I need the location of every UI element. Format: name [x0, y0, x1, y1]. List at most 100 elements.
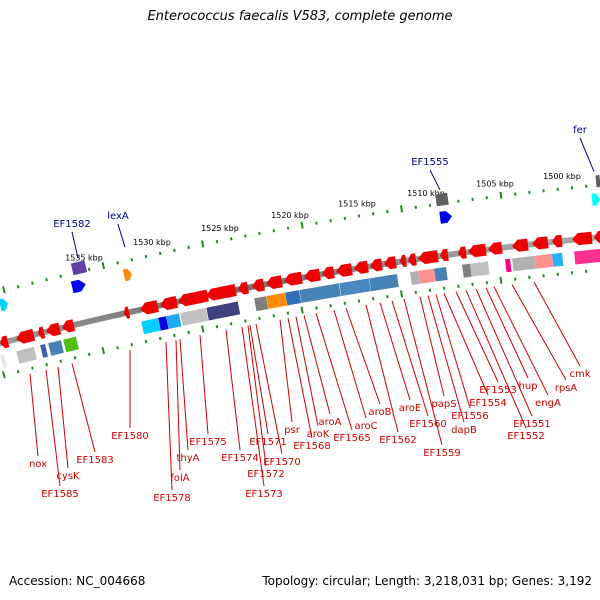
gene-label-fola: folA: [170, 473, 189, 484]
cog-block: [339, 278, 371, 297]
cog-block: [410, 270, 420, 285]
tick-mark-lower: [215, 324, 219, 329]
tick-mark-lower: [130, 342, 134, 347]
leader-line: [71, 231, 79, 259]
gene-label-lexa: lexA: [107, 211, 129, 222]
gene-label-rpsa: rpsA: [555, 383, 578, 394]
tick-mark-upper: [87, 267, 91, 272]
tick-mark-upper: [357, 214, 361, 218]
forward-gene: [304, 268, 321, 283]
forward-gene: [512, 238, 529, 252]
cog-block: [266, 292, 288, 309]
gene-label-ef1570: EF1570: [263, 457, 301, 468]
gene-label-nox: nox: [29, 459, 47, 470]
cog-block: [40, 344, 49, 358]
tick-mark-upper: [471, 197, 474, 202]
leader-line: [403, 298, 443, 446]
leader-line: [179, 339, 189, 451]
leader-line: [379, 302, 411, 401]
leader-line: [175, 340, 181, 471]
leader-line: [45, 369, 61, 487]
tick-mark-upper: [315, 221, 318, 225]
gene-label-ef1554: EF1554: [469, 398, 507, 409]
kbp-tick-rows: [2, 184, 588, 379]
leader-line: [247, 325, 267, 467]
cog-block: [574, 248, 600, 265]
kbp-scale-labels: 1535 kbp 1530 kbp 1525 kbp 1520 kbp 1515 kbp…: [65, 172, 581, 263]
tick-mark-lower: [158, 336, 162, 341]
leader-line: [365, 304, 399, 433]
scale-label: 1500 kbp: [543, 172, 581, 181]
leader-line: [29, 373, 39, 457]
tick-mark-upper: [244, 234, 247, 238]
tick-mark-lower: [31, 366, 34, 370]
forward-gene: [38, 326, 46, 339]
leader-line: [225, 329, 241, 451]
leader-line: [419, 296, 445, 397]
cog-block: [63, 336, 79, 353]
gene-label-aroa: aroA: [319, 417, 342, 428]
gene-label-ef1575: EF1575: [189, 437, 227, 448]
tick-mark-upper: [485, 195, 488, 200]
tick-mark-lower: [244, 319, 247, 323]
gene-label-ef1560: EF1560: [409, 419, 447, 430]
tick-mark-lower: [428, 288, 432, 292]
upper-gene: [70, 279, 86, 294]
tick-mark-lower: [542, 274, 545, 278]
tick-mark-lower: [556, 272, 559, 276]
tick-mark-lower: [400, 290, 404, 298]
cog-block: [299, 283, 341, 303]
tick-mark-upper: [499, 191, 503, 199]
tick-mark-upper: [187, 245, 190, 250]
leader-line: [443, 293, 489, 396]
tick-mark-upper: [457, 199, 460, 203]
tick-mark-lower: [570, 271, 574, 275]
gene-label-ef1585: EF1585: [41, 489, 79, 500]
tick-mark-lower: [229, 322, 233, 326]
leader-line: [391, 300, 429, 417]
tick-mark-lower: [528, 275, 531, 280]
cog-block: [552, 252, 564, 267]
gene-label-ef1572: EF1572: [247, 469, 285, 480]
leader-line: [255, 323, 283, 455]
tick-mark-lower: [116, 346, 119, 350]
leader-line: [333, 309, 367, 419]
tick-mark-lower: [499, 276, 503, 284]
tick-mark-upper: [31, 281, 34, 285]
tick-mark-lower: [485, 280, 488, 285]
tick-mark-lower: [144, 339, 148, 344]
forward-gene: [552, 234, 563, 248]
tick-mark-upper: [556, 187, 559, 191]
tick-mark-lower: [329, 304, 332, 308]
gene-labels: EF1582 lexA EF1555 fer nox EF1585 cysK EF1583 EF…: [29, 125, 591, 504]
forward-gene: [206, 284, 237, 301]
gene-label-cysk: cysK: [56, 471, 80, 482]
forward-gene: [418, 250, 439, 265]
tick-mark-lower: [16, 370, 20, 374]
scale-label: 1520 kbp: [271, 211, 309, 220]
tick-mark-upper: [2, 286, 6, 294]
gene-label-psr: psr: [284, 425, 301, 436]
tick-mark-upper: [414, 205, 418, 209]
tick-mark-upper: [570, 186, 574, 190]
gene-label-arok: aroK: [307, 429, 330, 440]
cog-block: [254, 296, 269, 312]
forward-gene: [594, 230, 600, 244]
forward-gene: [322, 266, 335, 280]
gene-label-ef1551: EF1551: [513, 419, 551, 430]
forward-gene: [354, 260, 369, 274]
tick-mark-lower: [272, 314, 276, 318]
forward-gene: [238, 281, 250, 295]
tick-mark-upper: [158, 251, 162, 256]
gene-label-ef1562: EF1562: [379, 435, 417, 446]
cog-block: [48, 340, 64, 356]
gene-label-ef1583: EF1583: [76, 455, 114, 466]
tick-mark-lower: [87, 352, 91, 357]
gene-label-ef1578: EF1578: [153, 493, 191, 504]
scale-label: 1515 kbp: [338, 199, 376, 208]
tick-mark-lower: [101, 346, 106, 355]
tick-mark-lower: [371, 297, 375, 301]
leader-line: [475, 288, 533, 417]
tick-mark-lower: [585, 269, 588, 273]
gene-label-hup: hup: [518, 381, 537, 392]
